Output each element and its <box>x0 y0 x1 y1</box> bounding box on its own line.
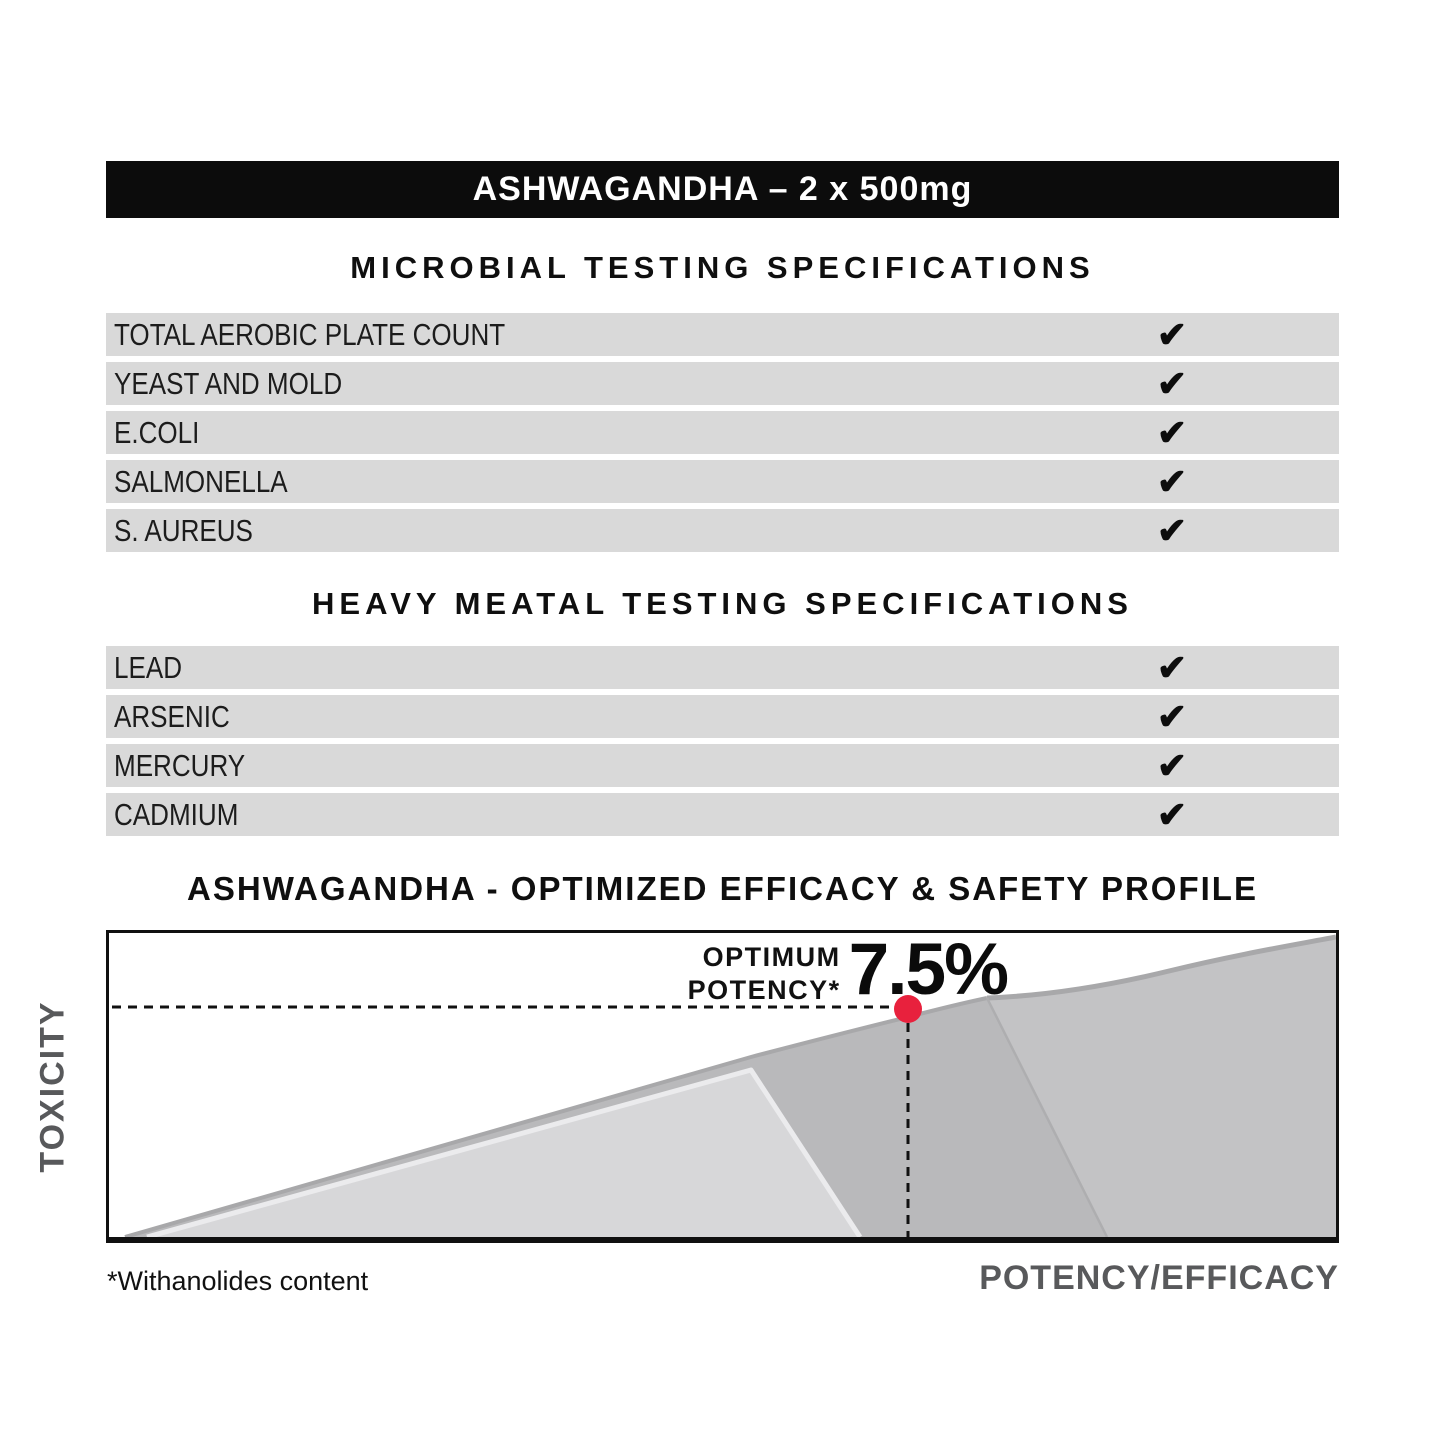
table-row: YEAST AND MOLD ✔ <box>106 362 1339 405</box>
optimum-label-line2: POTENCY* <box>687 975 841 1005</box>
spec-label: E.COLI <box>114 414 200 450</box>
y-axis-label-wrap: TOXICITY <box>20 930 86 1243</box>
heavy-metal-spec-table: LEAD ✔ ARSENIC ✔ MERCURY ✔ CADMIUM ✔ <box>106 646 1339 842</box>
table-row: CADMIUM ✔ <box>106 793 1339 836</box>
front-slope-area <box>147 1070 860 1237</box>
microbial-section-heading: MICROBIAL TESTING SPECIFICATIONS <box>350 250 1095 285</box>
check-icon: ✔ <box>1156 510 1187 551</box>
spec-label: CADMIUM <box>114 796 239 832</box>
product-title-bar: ASHWAGANDHA – 2 x 500mg <box>106 161 1339 218</box>
optimum-value: 7.5% <box>848 929 1009 1010</box>
heavy-metal-section-heading: HEAVY MEATAL TESTING SPECIFICATIONS <box>312 586 1133 621</box>
potency-axis-label: POTENCY/EFFICACY <box>979 1259 1339 1297</box>
back-slope-ridge <box>986 934 1336 1001</box>
check-icon: ✔ <box>1156 696 1187 737</box>
check-icon: ✔ <box>1156 647 1187 688</box>
toxicity-potency-plot <box>112 934 1336 1237</box>
mid-back-seam <box>985 997 1109 1237</box>
optimum-label: OPTIMUM POTENCY* <box>688 934 841 1007</box>
table-row: TOTAL AEROBIC PLATE COUNT ✔ <box>106 313 1339 356</box>
spec-label: YEAST AND MOLD <box>114 365 343 401</box>
optimum-marker-dot <box>894 995 922 1023</box>
table-row: SALMONELLA ✔ <box>106 460 1339 503</box>
check-icon: ✔ <box>1156 794 1187 835</box>
product-title: ASHWAGANDHA – 2 x 500mg <box>472 170 973 208</box>
toxicity-axis-label: TOXICITY <box>33 1000 72 1173</box>
check-icon: ✔ <box>1156 412 1187 453</box>
spec-label: SALMONELLA <box>114 463 288 499</box>
spec-label: S. AUREUS <box>114 512 253 548</box>
profile-section-heading: ASHWAGANDHA - OPTIMIZED EFFICACY & SAFET… <box>187 870 1258 907</box>
check-icon: ✔ <box>1156 363 1187 404</box>
microbial-spec-table: TOTAL AEROBIC PLATE COUNT ✔ YEAST AND MO… <box>106 313 1339 558</box>
spec-label: ARSENIC <box>114 698 230 734</box>
optimum-annotation: OPTIMUM POTENCY* 7.5% <box>109 929 1009 1010</box>
front-slope-seam <box>146 1067 863 1237</box>
table-row: MERCURY ✔ <box>106 744 1339 787</box>
table-row: S. AUREUS ✔ <box>106 509 1339 552</box>
optimum-label-line1: OPTIMUM <box>702 942 841 972</box>
check-icon: ✔ <box>1156 745 1187 786</box>
back-slope-area <box>987 937 1336 1237</box>
spec-label: TOTAL AEROBIC PLATE COUNT <box>114 316 506 352</box>
table-row: LEAD ✔ <box>106 646 1339 689</box>
withanolides-footnote: *Withanolides content <box>107 1266 369 1296</box>
check-icon: ✔ <box>1156 314 1187 355</box>
spec-label: MERCURY <box>114 747 246 783</box>
table-row: E.COLI ✔ <box>106 411 1339 454</box>
mid-slope-ridge <box>124 996 988 1237</box>
efficacy-safety-chart: OPTIMUM POTENCY* 7.5% <box>106 930 1339 1243</box>
check-icon: ✔ <box>1156 461 1187 502</box>
spec-label: LEAD <box>114 649 183 685</box>
table-row: ARSENIC ✔ <box>106 695 1339 738</box>
